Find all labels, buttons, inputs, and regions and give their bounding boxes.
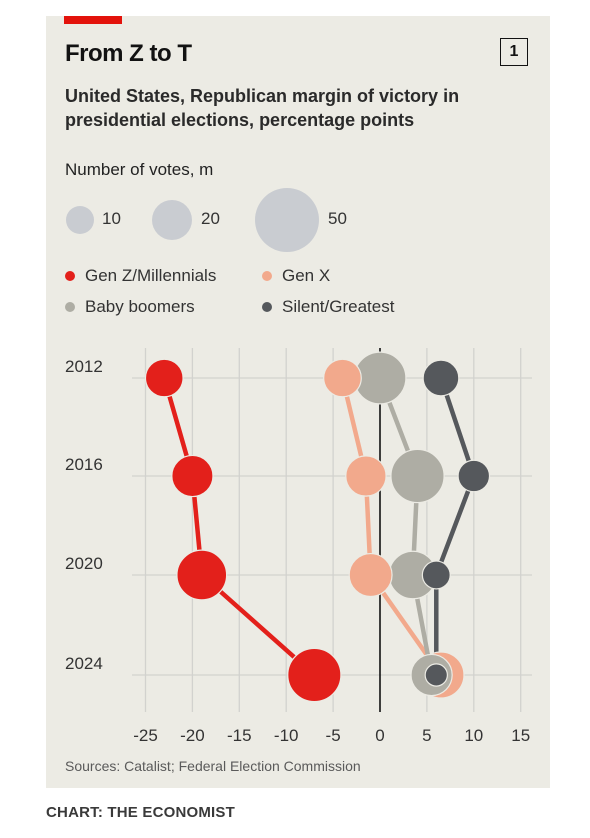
legend-boomers: Baby boomers <box>65 297 195 317</box>
legend-dot-gen-x <box>262 270 272 281</box>
x-tick-label-4: -5 <box>326 726 341 745</box>
brand-red-bar <box>64 16 122 24</box>
bubble-gen-z-2024 <box>287 647 342 703</box>
bubble-silent-2020 <box>421 560 451 590</box>
chart-credit: CHART: THE ECONOMIST <box>46 804 235 821</box>
x-tick-label-5: 0 <box>375 726 384 745</box>
bubble-gen-z-2020 <box>176 549 228 601</box>
year-label-2016: 2016 <box>65 455 103 474</box>
size-legend <box>66 188 319 252</box>
bubble-boomers-2012 <box>353 351 407 405</box>
x-tick-label-8: 15 <box>511 726 530 745</box>
series-line-boomers <box>377 375 434 678</box>
bubble-silent-2012 <box>422 359 460 397</box>
series-line-silent <box>434 375 477 678</box>
legend-dot-boomers <box>65 301 75 312</box>
size-legend-circle-10 <box>66 206 94 234</box>
year-label-2020: 2020 <box>65 554 103 573</box>
legend-dot-gen-z <box>65 270 75 281</box>
bubble-boomers-2016 <box>390 448 445 504</box>
bubble-silent-2024 <box>424 663 448 687</box>
chart-title: From Z to T <box>65 40 192 67</box>
legend-label-silent: Silent/Greatest <box>282 297 395 316</box>
x-tick-label-7: 10 <box>464 726 483 745</box>
sources-note: Sources: Catalist; Federal Election Comm… <box>65 758 361 774</box>
legend-label-gen-z: Gen Z/Millennials <box>85 266 217 285</box>
x-tick-label-6: 5 <box>422 726 431 745</box>
bubble-gen-x-2012 <box>323 358 362 398</box>
size-legend-circle-50 <box>255 188 319 252</box>
size-legend-title: Number of votes, m <box>65 160 214 179</box>
series-line-gen-z <box>162 375 317 678</box>
chart-number-badge: 1 <box>500 38 528 66</box>
series-line-gen-x <box>340 375 444 678</box>
bubble-gen-x-2016 <box>345 455 387 497</box>
x-tick-label-2: -15 <box>227 726 252 745</box>
size-legend-circle-20 <box>152 200 192 240</box>
size-legend-label-20: 20 <box>201 209 220 228</box>
year-label-2024: 2024 <box>65 654 103 673</box>
legend-label-gen-x: Gen X <box>282 266 331 285</box>
size-legend-label-50: 50 <box>328 209 347 228</box>
x-tick-label-0: -25 <box>133 726 158 745</box>
x-tick-label-3: -10 <box>274 726 299 745</box>
legend-gen-x: Gen X <box>262 266 330 286</box>
bubble-gen-z-2016 <box>171 454 214 498</box>
legend-silent: Silent/Greatest <box>262 297 394 317</box>
legend-gen-z: Gen Z/Millennials <box>65 266 216 286</box>
x-tick-label-1: -20 <box>180 726 205 745</box>
bubble-silent-2016 <box>457 459 491 493</box>
year-label-2012: 2012 <box>65 357 103 376</box>
chart-subtitle: United States, Republican margin of vict… <box>65 86 460 130</box>
legend-label-boomers: Baby boomers <box>85 297 195 316</box>
bubble-gen-z-2012 <box>144 358 184 398</box>
size-legend-label-10: 10 <box>102 209 121 228</box>
legend-dot-silent <box>262 301 272 312</box>
bubble-gen-x-2020 <box>348 552 393 598</box>
